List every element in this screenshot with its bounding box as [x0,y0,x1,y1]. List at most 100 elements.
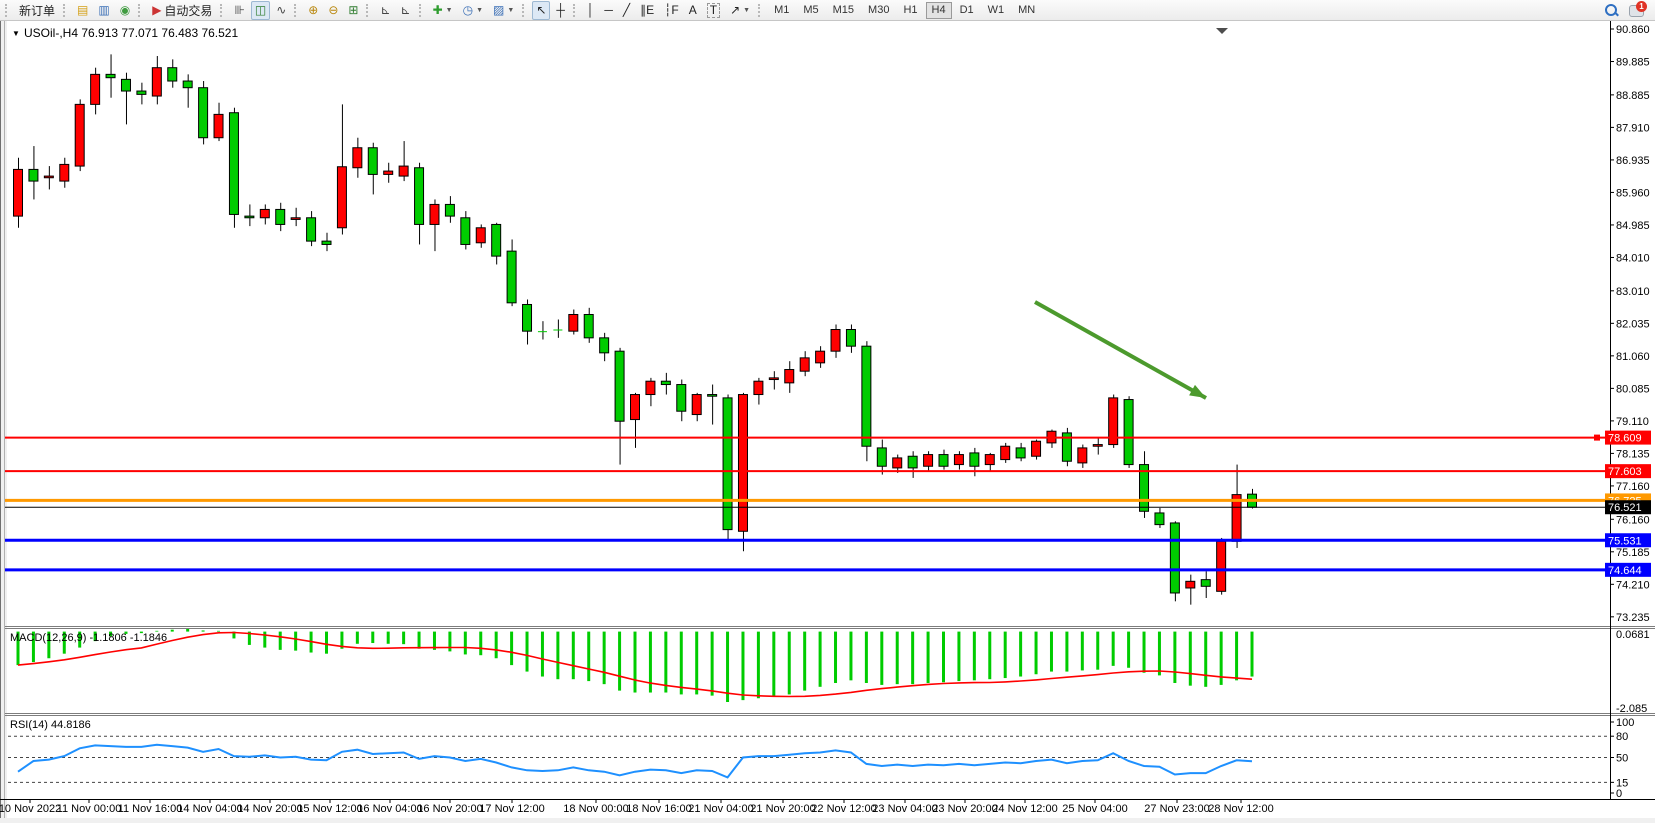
text-label-button[interactable]: T [703,1,724,20]
bear-candle [491,223,502,257]
horizontal-line-button[interactable]: ─ [600,1,617,20]
text-label-icon: T [706,2,721,18]
line-chart-button[interactable]: ∿ [272,1,290,20]
bull-candle [830,329,841,352]
time-label: 10 Nov 2022 [0,803,61,815]
toolbar-group-grip [63,3,68,17]
zoom-out-button[interactable]: ⊖ [324,1,342,20]
chevron-down-icon: ▼ [743,6,751,14]
bull-candle [984,454,995,466]
timeframe-h1[interactable]: H1 [903,3,918,16]
arrows-button[interactable]: ↗ ▼ [726,1,754,20]
indicator-list-button[interactable]: ⊾ [397,1,415,20]
search-icon[interactable] [1603,2,1619,18]
notifications-button[interactable]: 1 [1629,1,1647,18]
bull-candle [1185,580,1196,589]
signals-icon[interactable]: ◉ [116,1,134,20]
trend-arrow[interactable] [1034,300,1207,400]
time-label: 22 Nov 12:00 [811,803,876,815]
chart-background [0,21,1655,823]
zoom-in-button[interactable]: ⊕ [304,1,322,20]
bear-candle [460,217,471,245]
timeframe-h4[interactable]: H4 [925,1,952,19]
charts-icon[interactable]: ▤ [73,1,92,20]
hline-handle[interactable] [1594,434,1600,441]
bear-candle [506,250,517,304]
bear-candle [722,397,733,531]
bear-candle [676,384,687,412]
bar-chart-button[interactable]: ⊪ [230,1,248,20]
time-label: 28 Nov 12:00 [1208,803,1273,815]
toolbar-group-grip [366,3,371,17]
templates-button[interactable]: ▨ ▼ [489,1,518,20]
price-label: 84.010 [1616,252,1650,264]
time-label: 16 Nov 20:00 [417,803,482,815]
candlestick-chart-button[interactable]: ◫ [250,0,271,20]
bull-candle [1216,540,1227,592]
time-label: 14 Nov 20:00 [237,803,302,815]
window-bottom-edge [0,818,1655,823]
timeframe-d1[interactable]: D1 [959,3,974,16]
bear-candle [938,454,949,467]
timeframe-m15[interactable]: M15 [832,3,855,16]
bull-candle [953,454,964,466]
equidistant-channel-button[interactable]: ∥E [636,1,658,20]
price-label: 78.135 [1616,448,1650,460]
crosshair-button[interactable]: ┼ [552,1,569,20]
bear-candle [1123,399,1134,466]
timeframe-mn[interactable]: MN [1018,3,1036,16]
bull-candle [892,457,903,469]
bear-candle [1015,447,1026,459]
time-label: 11 Nov 16:00 [118,803,183,815]
bear-candle [861,345,872,447]
trendline-icon: ╱ [622,2,631,17]
price-label: 81.060 [1616,351,1650,363]
bear-candle [660,380,671,386]
autotrading-button-label: 自动交易 [164,3,213,18]
arrows-icon: ↗ [730,2,741,17]
bull-candle [784,369,795,384]
timeframe-m5[interactable]: M5 [803,3,819,16]
periods-button[interactable]: ◷ ▼ [459,1,487,20]
price-badge-label: 74.644 [1608,565,1642,577]
price-label: 86.935 [1616,155,1650,167]
new-indicator-window-button[interactable]: ⊾ [376,1,394,20]
tile-windows-button[interactable]: ⊞ [344,1,362,20]
market-watch-icon[interactable]: ▥ [94,1,113,20]
bull-candle [815,350,826,364]
toolbar-group-grip [138,3,143,17]
bull-candle [352,147,363,169]
bear-candle [182,80,193,89]
vertical-line-button[interactable]: │ [583,1,599,20]
cursor-button[interactable]: ↖ [532,0,551,20]
collapse-icon[interactable]: ▼ [12,29,20,38]
bear-candle [537,331,547,333]
price-badge [1605,430,1651,445]
timeframe-m1[interactable]: M1 [774,3,790,16]
price-badge-label: 76.521 [1608,502,1642,514]
new-order-button[interactable]: 新订单 [15,1,59,20]
price-label: 74.210 [1616,579,1650,591]
time-label: 21 Nov 20:00 [750,803,815,815]
bull-candle [1092,444,1103,447]
price-axis[interactable]: 90.860 89.885 88.885 87.910 86.935 85.960 84.9… [1610,24,1650,624]
autotrading-button[interactable]: ▶ 自动交易 [148,1,216,20]
bear-candle [553,329,563,331]
trendline-button[interactable]: ╱ [619,1,634,20]
text-button[interactable]: A [685,1,701,20]
time-label: 27 Nov 23:00 [1144,803,1209,815]
add-indicator-button[interactable]: ✚ ▼ [429,1,457,20]
timeframe-m30[interactable]: M30 [868,3,890,16]
fibonacci-button[interactable]: ┆F [660,1,683,20]
bear-candle [1169,522,1180,594]
price-label: 90.860 [1616,24,1650,36]
time-label: 16 Nov 04:00 [357,803,422,815]
bear-candle [167,67,178,82]
bull-candle [1077,447,1088,464]
timeframe-w1[interactable]: W1 [987,3,1005,16]
add-indicator-icon: ✚ [432,2,443,17]
rsi-axis-label: 15 [1616,777,1628,789]
rsi-axis-label: 100 [1616,717,1634,729]
